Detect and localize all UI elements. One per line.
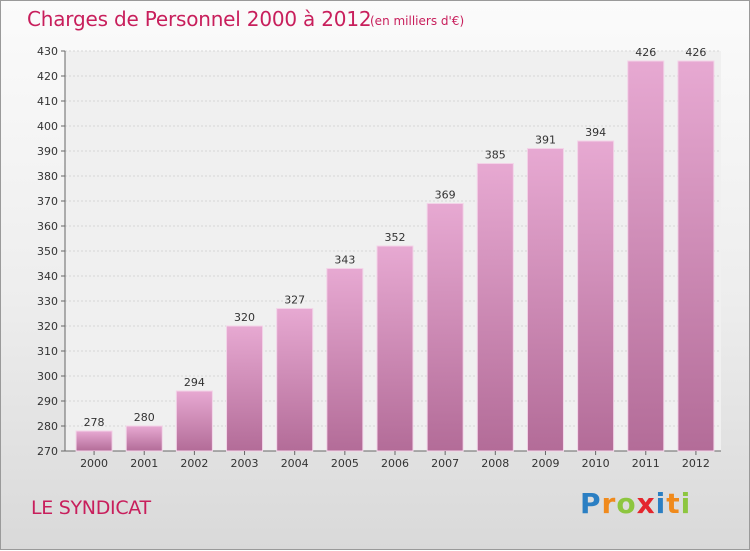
y-tick-label: 390 xyxy=(37,145,58,158)
x-tick-label: 2005 xyxy=(331,457,359,470)
x-tick-label: 2010 xyxy=(582,457,610,470)
y-tick-label: 300 xyxy=(37,370,58,383)
y-tick-label: 410 xyxy=(37,95,58,108)
x-tick-label: 2007 xyxy=(431,457,459,470)
y-tick-label: 330 xyxy=(37,295,58,308)
bar-value-label: 343 xyxy=(334,254,355,267)
bar xyxy=(125,425,163,452)
bar xyxy=(526,148,564,452)
bar-value-label: 426 xyxy=(635,46,656,59)
place-name: LE SYNDICAT xyxy=(31,497,151,519)
chart-title: Charges de Personnel 2000 à 2012 xyxy=(27,7,372,31)
bar xyxy=(376,245,414,452)
bar xyxy=(276,308,314,452)
bar xyxy=(175,390,213,452)
x-tick-label: 2003 xyxy=(231,457,259,470)
chart-unit-label: (en milliers d'€) xyxy=(370,14,465,28)
y-tick-label: 350 xyxy=(37,245,58,258)
y-tick-label: 370 xyxy=(37,195,58,208)
bar xyxy=(476,163,514,452)
bar xyxy=(677,60,715,452)
logo-letter: x xyxy=(636,487,656,520)
bar-value-label: 369 xyxy=(435,189,456,202)
x-tick-label: 2000 xyxy=(80,457,108,470)
y-tick-label: 280 xyxy=(37,420,58,433)
bar xyxy=(326,268,364,452)
x-tick-label: 2006 xyxy=(381,457,409,470)
x-tick-label: 2012 xyxy=(682,457,710,470)
x-tick-label: 2004 xyxy=(281,457,309,470)
y-tick-label: 290 xyxy=(37,395,58,408)
y-tick-label: 360 xyxy=(37,220,58,233)
logo-letter: o xyxy=(616,487,637,520)
bar xyxy=(75,430,113,452)
y-tick-label: 270 xyxy=(37,445,58,458)
y-tick-label: 430 xyxy=(37,45,58,58)
y-tick-label: 310 xyxy=(37,345,58,358)
bar xyxy=(426,203,464,452)
x-tick-label: 2009 xyxy=(531,457,559,470)
y-tick-label: 380 xyxy=(37,170,58,183)
y-tick-label: 340 xyxy=(37,270,58,283)
proxiti-logo: Proxiti xyxy=(580,487,691,520)
bar-value-label: 327 xyxy=(284,294,305,307)
bar-value-label: 385 xyxy=(485,149,506,162)
bar xyxy=(226,325,264,452)
y-tick-label: 420 xyxy=(37,70,58,83)
logo-letter: r xyxy=(601,487,617,520)
bar-value-label: 294 xyxy=(184,376,205,389)
bar-value-label: 426 xyxy=(685,46,706,59)
logo-letter: i xyxy=(655,487,667,520)
bar-value-label: 320 xyxy=(234,311,255,324)
bar-value-label: 391 xyxy=(535,134,556,147)
bar xyxy=(627,60,665,452)
y-tick-label: 400 xyxy=(37,120,58,133)
x-tick-label: 2008 xyxy=(481,457,509,470)
logo-letter: P xyxy=(580,487,602,520)
x-tick-label: 2002 xyxy=(180,457,208,470)
bar-value-label: 352 xyxy=(385,231,406,244)
bar xyxy=(577,140,615,452)
x-tick-label: 2011 xyxy=(632,457,660,470)
logo-letter: t xyxy=(666,487,681,520)
logo-letter: i xyxy=(680,487,692,520)
y-tick-label: 320 xyxy=(37,320,58,333)
bar-value-label: 394 xyxy=(585,126,606,139)
x-tick-label: 2001 xyxy=(130,457,158,470)
bar-value-label: 278 xyxy=(84,416,105,429)
bar-value-label: 280 xyxy=(134,411,155,424)
